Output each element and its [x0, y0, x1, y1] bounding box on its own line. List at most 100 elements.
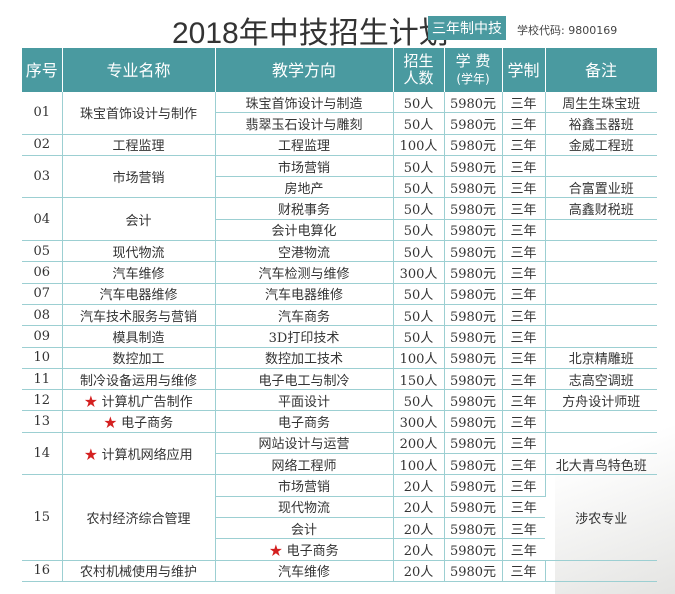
page-title: 2018年中技招生计划 — [172, 17, 449, 50]
no-cell: 05 — [22, 240, 63, 263]
major-cell: ★ 计算机网络应用 — [62, 432, 216, 476]
remark-cell: 志高空调班 — [545, 368, 657, 391]
major-cell: ★ 电子商务 — [62, 410, 216, 433]
no-cell: 04 — [22, 197, 63, 242]
table-header: 序号 专业名称 教学方向 招生 人数 学 费 (学年) 学制 备注 — [22, 48, 658, 92]
direction-cell: 汽车电器维修 — [215, 283, 394, 305]
remark-cell: 裕鑫玉器班 — [545, 112, 657, 135]
major-cell: ★ 计算机广告制作 — [62, 389, 216, 412]
remark-cell — [545, 155, 657, 178]
table-row: 13 ★ 电子商务 电子商务 300人 5980元 三年 — [22, 410, 657, 433]
header-fee: 学 费 (学年) — [444, 48, 503, 92]
enroll-cell: 50人 — [393, 92, 445, 114]
fee-cell: 5980元 — [444, 176, 503, 199]
fee-cell: 5980元 — [444, 261, 503, 284]
enroll-cell: 100人 — [393, 134, 445, 156]
table-row: 16 农村机械使用与维护 汽车维修 20人 5980元 三年 — [22, 560, 657, 582]
duration-cell: 三年 — [502, 240, 546, 263]
duration-cell: 三年 — [502, 219, 546, 242]
direction-cell: 汽车检测与维修 — [215, 261, 394, 284]
star-icon: ★ — [269, 543, 287, 559]
remark-cell: 合富置业班 — [545, 176, 657, 199]
duration-cell: 三年 — [502, 538, 545, 561]
fee-cell: 5980元 — [444, 453, 503, 476]
no-cell: 02 — [22, 134, 63, 156]
table-row: 08 汽车技术服务与营销 汽车商务 50人 5980元 三年 — [22, 304, 657, 327]
table-row: 07 汽车电器维修 汽车电器维修 50人 5980元 三年 — [22, 283, 657, 305]
direction-cell: 电子电工与制冷 — [215, 368, 394, 391]
fee-cell: 5980元 — [444, 560, 503, 582]
no-cell: 08 — [22, 304, 63, 327]
no-cell: 16 — [22, 560, 63, 582]
remark-cell: 方舟设计师班 — [545, 389, 657, 412]
enroll-cell: 50人 — [393, 112, 445, 135]
remark-cell: 周生生珠宝班 — [545, 92, 657, 114]
fee-cell: 5980元 — [444, 347, 503, 369]
enroll-cell: 50人 — [393, 304, 445, 327]
major-cell: 汽车技术服务与营销 — [62, 304, 216, 327]
major-cell: 农村经济综合管理 — [62, 474, 216, 561]
direction-cell: 工程监理 — [215, 134, 394, 156]
no-cell: 10 — [22, 347, 63, 369]
direction-cell: ★ 电子商务 — [215, 538, 394, 561]
fee-cell: 5980元 — [444, 197, 503, 220]
table-row: 09 模具制造 3D打印技术 50人 5980元 三年 — [22, 325, 657, 348]
fee-cell: 5980元 — [444, 517, 503, 540]
major-cell: 汽车电器维修 — [62, 283, 216, 305]
enroll-cell: 150人 — [393, 368, 445, 391]
direction-cell: 汽车商务 — [215, 304, 394, 327]
fee-cell: 5980元 — [444, 496, 503, 518]
enroll-cell: 50人 — [393, 155, 445, 178]
fee-cell: 5980元 — [444, 325, 503, 348]
enroll-cell: 20人 — [393, 474, 445, 497]
direction-cell: 空港物流 — [215, 240, 394, 263]
major-cell: 市场营销 — [62, 155, 216, 199]
enroll-cell: 100人 — [393, 453, 445, 476]
table-row: 01 珠宝首饰设计与制作 珠宝首饰设计与制造 50人 5980元 三年 周生生珠宝班 — [22, 92, 657, 135]
duration-cell: 三年 — [502, 517, 545, 540]
enroll-cell: 20人 — [393, 560, 445, 582]
direction-cell: 市场营销 — [215, 474, 394, 497]
major-cell: 现代物流 — [62, 240, 216, 263]
direction-cell: 数控加工技术 — [215, 347, 394, 369]
direction-cell: 会计 — [215, 517, 394, 540]
remark-cell — [545, 325, 657, 348]
table-row: 04 会计 财税事务 50人 5980元 三年 高鑫财税班 — [22, 197, 657, 242]
program-badge: 三年制中技 — [428, 16, 506, 40]
duration-cell: 三年 — [502, 432, 546, 455]
table-row: 现代物流 20人 5980元 三年 — [22, 496, 657, 518]
enroll-cell: 100人 — [393, 347, 445, 369]
fee-cell: 5980元 — [444, 538, 503, 561]
header-remark: 备注 — [545, 48, 658, 92]
enroll-cell: 50人 — [393, 219, 445, 242]
duration-cell: 三年 — [502, 325, 546, 348]
duration-cell: 三年 — [502, 389, 546, 412]
remark-cell — [545, 410, 657, 433]
direction-cell: 汽车维修 — [215, 560, 394, 582]
fee-cell: 5980元 — [444, 134, 503, 156]
remark-cell — [545, 560, 657, 582]
no-cell: 11 — [22, 368, 63, 391]
table-row: 03 市场营销 市场营销 50人 5980元 三年 — [22, 155, 657, 199]
direction-cell: 珠宝首饰设计与制造 — [215, 92, 394, 114]
fee-cell: 5980元 — [444, 389, 503, 412]
major-cell: 模具制造 — [62, 325, 216, 348]
enroll-cell: 50人 — [393, 240, 445, 263]
no-cell: 14 — [22, 432, 63, 476]
direction-cell: 现代物流 — [215, 496, 394, 518]
enrollment-table: 序号 专业名称 教学方向 招生 人数 学 费 (学年) 学制 备注 01 珠宝首饰设计… — [22, 48, 658, 582]
table-row: 05 现代物流 空港物流 50人 5980元 三年 — [22, 240, 657, 263]
header-direction: 教学方向 — [215, 48, 394, 92]
fee-cell: 5980元 — [444, 283, 503, 305]
star-icon: ★ — [103, 416, 122, 432]
direction-cell: 会计电算化 — [215, 219, 394, 242]
major-cell: 汽车维修 — [62, 261, 216, 284]
direction-cell: 网络工程师 — [215, 453, 394, 476]
table-row: 10 数控加工 数控加工技术 100人 5980元 三年 北京精雕班 — [22, 347, 657, 369]
star-icon: ★ — [84, 394, 102, 410]
remark-cell — [545, 283, 657, 305]
enroll-cell: 20人 — [393, 496, 445, 518]
table-row: 房地产 50人 5980元 三年 合富置业班 — [22, 176, 657, 199]
table-row: 14 ★ 计算机网络应用 网站设计与运营 200人 5980元 三年 — [22, 432, 657, 476]
enroll-cell: 50人 — [393, 325, 445, 348]
